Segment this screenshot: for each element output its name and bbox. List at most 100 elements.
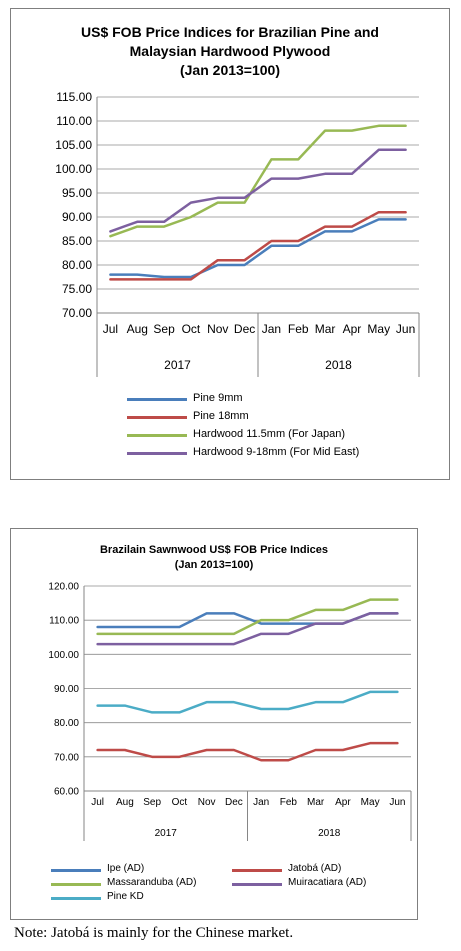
data-point: [260, 708, 262, 710]
data-point: [287, 708, 289, 710]
series-line-1: [96, 741, 399, 762]
data-point: [233, 633, 235, 635]
data-point: [243, 264, 246, 266]
x-tick-label: May: [361, 797, 380, 808]
data-point: [178, 711, 180, 714]
data-point: [109, 235, 112, 237]
legend-label: Pine 9mm: [193, 392, 243, 404]
data-point: [369, 599, 371, 601]
data-point: [233, 612, 235, 614]
y-tick-label: 100.00: [55, 162, 92, 176]
series-line-2: [109, 124, 407, 238]
y-tick-label: 110.00: [49, 616, 79, 627]
data-point: [351, 230, 353, 232]
data-point: [324, 130, 326, 132]
x-tick-label: Mar: [315, 322, 336, 336]
y-tick-label: 85.00: [62, 234, 92, 248]
x-tick-label: Jul: [91, 797, 104, 808]
legend-label: Pine KD: [107, 891, 144, 902]
data-point: [190, 216, 192, 218]
data-point: [109, 274, 112, 276]
plywood-chart-panel: US$ FOB Price Indices for Brazilian Pine…: [10, 8, 450, 480]
legend-swatch: [51, 896, 101, 900]
legend-swatch: [127, 398, 187, 402]
y-tick-label: 80.00: [54, 718, 79, 729]
series-line-3: [96, 612, 399, 646]
data-point: [342, 701, 344, 703]
y-tick-label: 110.00: [56, 114, 92, 128]
x-tick-label: Sep: [143, 797, 161, 808]
data-point: [378, 211, 380, 213]
data-point: [217, 197, 219, 199]
footnote: Note: Jatobá is mainly for the Chinese m…: [14, 925, 294, 941]
data-point: [324, 226, 326, 228]
data-point: [151, 633, 153, 635]
x-tick-label: May: [367, 322, 390, 336]
data-point: [190, 278, 192, 280]
y-tick-label: 120.00: [48, 582, 79, 593]
data-point: [124, 643, 126, 645]
data-point: [97, 643, 99, 645]
data-point: [136, 274, 138, 276]
data-point: [297, 245, 299, 247]
data-point: [136, 278, 138, 280]
x-tick-label: Aug: [127, 322, 148, 336]
chart-title: US$ FOB Price Indices for Brazilian Pine…: [11, 23, 449, 80]
x-tick-label: Nov: [207, 322, 228, 336]
data-point: [342, 749, 344, 751]
legend-swatch: [127, 434, 187, 438]
chart-title-line-1: Brazilain Sawnwood US$ FOB Price Indices: [99, 544, 328, 556]
data-point: [206, 701, 208, 703]
legend-label: Jatobá (AD): [288, 863, 342, 874]
data-point: [243, 197, 246, 199]
legend-swatch: [232, 868, 282, 872]
data-point: [315, 609, 317, 611]
data-point: [109, 278, 112, 280]
data-point: [351, 173, 353, 175]
x-tick-label: Sep: [153, 322, 175, 336]
data-point: [97, 749, 99, 751]
legend-label: Muiracatiara (AD): [288, 877, 367, 888]
group-label: 2018: [318, 828, 341, 839]
data-point: [163, 226, 165, 228]
data-point: [396, 691, 398, 693]
chart-subtitle: (Jan 2013=100): [174, 559, 254, 571]
data-point: [404, 218, 407, 220]
data-point: [151, 643, 153, 645]
data-point: [151, 756, 153, 758]
legend-label: Ipe (AD): [107, 863, 145, 874]
y-tick-label: 105.00: [55, 138, 92, 152]
group-label: 2018: [325, 358, 352, 372]
series-line-1: [109, 210, 407, 281]
y-tick-label: 95.00: [62, 186, 92, 200]
x-tick-label: Jun: [389, 797, 405, 808]
data-point: [315, 749, 317, 751]
data-point: [97, 633, 99, 635]
data-point: [124, 749, 126, 751]
data-point: [270, 158, 273, 160]
data-point: [396, 612, 398, 614]
y-tick-label: 70.00: [54, 752, 79, 763]
data-point: [206, 612, 208, 614]
data-point: [378, 218, 380, 220]
data-point: [97, 704, 99, 707]
chart-legend: Pine 9mm Pine 18mm Hardwood 11.5mm (For Ja…: [11, 9, 449, 479]
legend-swatch: [51, 868, 101, 872]
group-label: 2017: [164, 358, 191, 372]
chart-title-line-1: US$ FOB Price Indices for Brazilian Pine…: [81, 24, 379, 40]
data-point: [369, 612, 371, 614]
data-point: [369, 691, 371, 693]
data-point: [206, 633, 208, 635]
legend-swatch: [127, 416, 187, 420]
x-tick-label: Oct: [182, 322, 201, 336]
data-point: [163, 221, 165, 223]
data-point: [206, 749, 208, 751]
data-point: [136, 226, 138, 228]
data-point: [109, 230, 112, 232]
y-tick-label: 70.00: [62, 306, 92, 320]
x-tick-label: Nov: [198, 797, 216, 808]
data-point: [233, 643, 235, 645]
data-point: [163, 276, 165, 278]
data-point: [178, 633, 180, 635]
x-tick-label: Apr: [335, 797, 351, 808]
